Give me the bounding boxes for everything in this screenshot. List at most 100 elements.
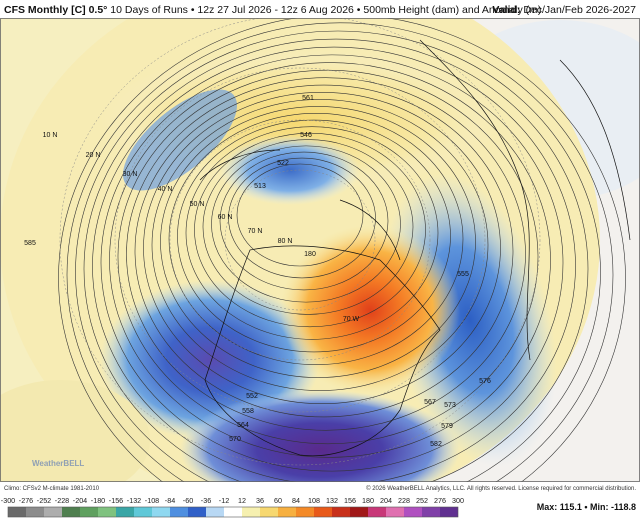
height-contours [58,18,626,482]
map-label: 522 [277,160,289,167]
subtropic-southwest [0,380,150,482]
contour [143,91,501,405]
colorbar-swatch [224,507,242,517]
colorbar-tick-label: -300 [1,496,15,505]
colorbar-tick-label: 132 [326,496,338,505]
colorbar-swatch [332,507,350,517]
logo: WeatherBELL [32,459,84,468]
contour [66,22,614,482]
contour [75,30,601,482]
colorbar-frame [7,506,459,518]
map-label: 582 [430,441,442,448]
map-label: 30 N [123,171,138,178]
map-label: 513 [254,183,266,190]
colorbar-tick-label: 84 [292,496,300,505]
map-label: 555 [457,271,469,278]
map-label: 573 [444,402,456,409]
colorbar-tick-label: -252 [37,496,51,505]
colorbar-swatch [206,507,224,517]
colorbar-swatch [188,507,206,517]
trough-south [180,390,460,482]
copyright: © 2026 WeatherBELL Analytics, LLC. All r… [366,485,636,492]
valid-period: Dec/Jan/Feb 2026-2027 [523,4,636,16]
colorbar-swatch [296,507,314,517]
map-label: 40 N [158,186,173,193]
map-label: 60 N [218,214,233,221]
map-label: 558 [242,408,254,415]
colorbar-tick-label: 300 [452,496,464,505]
colorbar-tick-label: -180 [91,496,105,505]
colorbar-tick-label: -36 [201,496,211,505]
header-line: CFS Monthly [C] 0.5° 10 Days of Runs • 1… [4,4,541,16]
latitude-circles [59,18,541,466]
colorbar-tick-label: 108 [308,496,320,505]
contour [92,46,576,482]
colorbar-swatch [134,507,152,517]
valid-label: Valid: [492,4,520,16]
colorbar-tick-label: -156 [109,496,123,505]
map-label: 546 [300,132,312,139]
coastlines [199,39,631,457]
contour [151,99,489,391]
colorbar-swatch [314,507,332,517]
colorbar-tick-label: -132 [127,496,141,505]
colorbar-tick-label: 204 [380,496,392,505]
map-label: 20 N [86,152,101,159]
map-label: 567 [424,399,436,406]
contour [126,77,526,431]
colorbar-tick-label: 228 [398,496,410,505]
map-label: 570 [229,436,241,443]
colorbar-swatch [8,507,26,517]
colorbar-swatch [26,507,44,517]
colorbar-tick-label: -228 [55,496,69,505]
contour [109,62,551,458]
colorbar-tick-label: -204 [73,496,87,505]
map-label: 180 [304,251,316,258]
colorbar-tick-label: 60 [274,496,282,505]
contour [236,163,364,267]
colorbar-swatch [170,507,188,517]
map-label: 10 N [43,132,58,139]
map-label: 70 N [248,228,263,235]
map-label: 561 [302,95,314,102]
colorbar-swatch [260,507,278,517]
colorbar-swatch [404,507,422,517]
map-label: 564 [237,422,249,429]
colorbar-swatch [152,507,170,517]
contour [177,119,451,353]
colorbar-tick-label: -276 [19,496,33,505]
contour [228,157,376,279]
colorbar-swatch [278,507,296,517]
contour [194,132,426,328]
colorbar-swatch [422,507,440,517]
contour [219,151,389,291]
trough-band [123,89,237,191]
colorbar-swatch [440,507,458,517]
contour [134,84,514,418]
contour [168,112,464,366]
map-label: 585 [24,240,36,247]
colorbar: -300 -276 -252 -228 -204 -180 -156 -132 -108 -84-… [1,496,464,518]
colorbar-tick-label: 36 [256,496,264,505]
colorbar-swatch [62,507,80,517]
description: 10 Days of Runs • 12z 27 Jul 2026 - 12z … [110,4,541,16]
colorbar-tick-label: 12 [238,496,246,505]
contour [202,139,414,315]
colorbar-swatch [242,507,260,517]
map-label: 552 [246,393,258,400]
colorbar-tick-label: -108 [145,496,159,505]
map-labels: 10 N 20 N 30 N 40 N 50 N 60 N 70 N 80 N 180 70 W 5… [24,95,491,448]
colorbar-swatch [80,507,98,517]
map-label: 70 W [343,316,360,323]
colorbar-tick-label: -60 [183,496,193,505]
colorbar-swatch [368,507,386,517]
map-label: 80 N [278,238,293,245]
contour [211,145,401,303]
valid-line: Valid: Dec/Jan/Feb 2026-2027 [492,4,636,16]
contour [185,126,439,340]
colorbar-tick-label: -84 [165,496,175,505]
contour [100,54,564,472]
max-min: Max: 115.1 • Min: -118.8 [537,502,636,512]
